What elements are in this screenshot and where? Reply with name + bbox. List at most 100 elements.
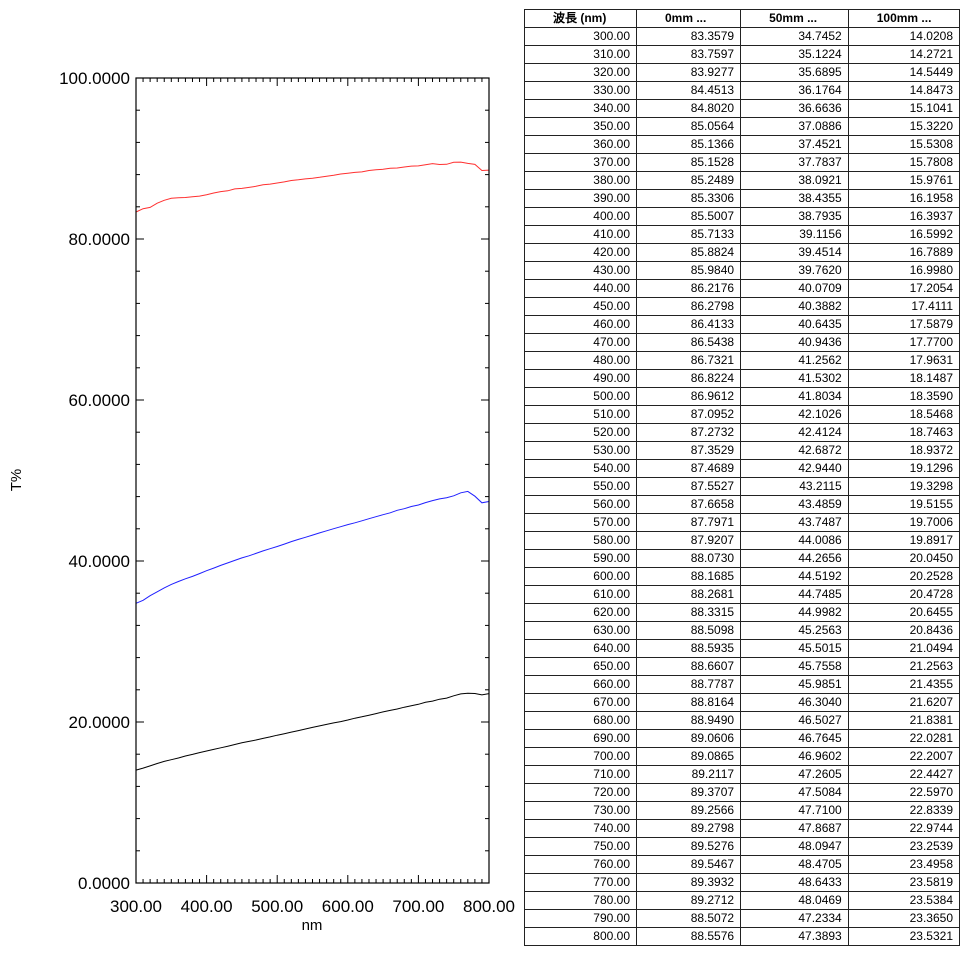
table-cell[interactable]: 660.00: [524, 675, 637, 694]
table-cell[interactable]: 16.7889: [847, 243, 960, 262]
table-cell[interactable]: 14.0208: [847, 27, 960, 46]
table-cell[interactable]: 43.4859: [740, 495, 849, 514]
table-cell[interactable]: 560.00: [524, 495, 637, 514]
table-cell[interactable]: 47.3893: [740, 927, 849, 946]
table-cell[interactable]: 85.2489: [635, 171, 742, 190]
table-cell[interactable]: 340.00: [524, 99, 637, 118]
table-cell[interactable]: 83.7597: [635, 45, 742, 64]
table-cell[interactable]: 87.3529: [635, 441, 742, 460]
table-cell[interactable]: 17.2054: [847, 279, 960, 298]
table-cell[interactable]: 17.4111: [847, 297, 960, 316]
table-cell[interactable]: 38.0921: [740, 171, 849, 190]
table-cell[interactable]: 360.00: [524, 135, 637, 154]
table-cell[interactable]: 21.2563: [847, 657, 960, 676]
table-cell[interactable]: 42.1026: [740, 405, 849, 424]
table-cell[interactable]: 420.00: [524, 243, 637, 262]
table-cell[interactable]: 19.1296: [847, 459, 960, 478]
table-cell[interactable]: 670.00: [524, 693, 637, 712]
table-cell[interactable]: 85.8824: [635, 243, 742, 262]
table-cell[interactable]: 23.5819: [847, 873, 960, 892]
table-cell[interactable]: 570.00: [524, 513, 637, 532]
table-cell[interactable]: 37.7837: [740, 153, 849, 172]
table-cell[interactable]: 460.00: [524, 315, 637, 334]
table-cell[interactable]: 650.00: [524, 657, 637, 676]
table-cell[interactable]: 86.5438: [635, 333, 742, 352]
table-cell[interactable]: 480.00: [524, 351, 637, 370]
table-cell[interactable]: 85.7133: [635, 225, 742, 244]
table-cell[interactable]: 40.0709: [740, 279, 849, 298]
table-cell[interactable]: 17.5879: [847, 315, 960, 334]
table-cell[interactable]: 20.6455: [847, 603, 960, 622]
table-cell[interactable]: 85.1366: [635, 135, 742, 154]
table-cell[interactable]: 530.00: [524, 441, 637, 460]
table-cell[interactable]: 640.00: [524, 639, 637, 658]
table-cell[interactable]: 35.1224: [740, 45, 849, 64]
table-cell[interactable]: 36.1764: [740, 81, 849, 100]
table-cell[interactable]: 15.1041: [847, 99, 960, 118]
table-cell[interactable]: 550.00: [524, 477, 637, 496]
table-cell[interactable]: 42.9440: [740, 459, 849, 478]
table-cell[interactable]: 87.7971: [635, 513, 742, 532]
table-cell[interactable]: 15.5308: [847, 135, 960, 154]
table-cell[interactable]: 19.7006: [847, 513, 960, 532]
table-cell[interactable]: 790.00: [524, 909, 637, 928]
table-cell[interactable]: 47.5084: [740, 783, 849, 802]
table-cell[interactable]: 88.6607: [635, 657, 742, 676]
table-cell[interactable]: 450.00: [524, 297, 637, 316]
table-cell[interactable]: 46.3040: [740, 693, 849, 712]
table-cell[interactable]: 85.1528: [635, 153, 742, 172]
table-cell[interactable]: 86.4133: [635, 315, 742, 334]
table-cell[interactable]: 22.4427: [847, 765, 960, 784]
table-cell[interactable]: 47.2334: [740, 909, 849, 928]
table-cell[interactable]: 44.2656: [740, 549, 849, 568]
table-cell[interactable]: 410.00: [524, 225, 637, 244]
table-cell[interactable]: 85.9840: [635, 261, 742, 280]
table-cell[interactable]: 770.00: [524, 873, 637, 892]
table-cell[interactable]: 85.3306: [635, 189, 742, 208]
table-cell[interactable]: 16.5992: [847, 225, 960, 244]
table-cell[interactable]: 710.00: [524, 765, 637, 784]
table-cell[interactable]: 16.9980: [847, 261, 960, 280]
table-cell[interactable]: 88.1685: [635, 567, 742, 586]
table-cell[interactable]: 86.8224: [635, 369, 742, 388]
table-cell[interactable]: 470.00: [524, 333, 637, 352]
table-cell[interactable]: 18.9372: [847, 441, 960, 460]
table-cell[interactable]: 370.00: [524, 153, 637, 172]
table-cell[interactable]: 48.0947: [740, 837, 849, 856]
table-cell[interactable]: 45.5015: [740, 639, 849, 658]
table-cell[interactable]: 510.00: [524, 405, 637, 424]
table-cell[interactable]: 89.3932: [635, 873, 742, 892]
table-cell[interactable]: 43.7487: [740, 513, 849, 532]
table-cell[interactable]: 88.9490: [635, 711, 742, 730]
table-cell[interactable]: 42.4124: [740, 423, 849, 442]
table-cell[interactable]: 21.8381: [847, 711, 960, 730]
table-cell[interactable]: 89.0865: [635, 747, 742, 766]
table-cell[interactable]: 41.5302: [740, 369, 849, 388]
table-cell[interactable]: 37.0886: [740, 117, 849, 136]
table-cell[interactable]: 580.00: [524, 531, 637, 550]
table-cell[interactable]: 590.00: [524, 549, 637, 568]
table-cell[interactable]: 15.3220: [847, 117, 960, 136]
table-cell[interactable]: 34.7452: [740, 27, 849, 46]
table-cell[interactable]: 23.2539: [847, 837, 960, 856]
table-cell[interactable]: 18.1487: [847, 369, 960, 388]
table-cell[interactable]: 19.5155: [847, 495, 960, 514]
table-cell[interactable]: 86.9612: [635, 387, 742, 406]
table-cell[interactable]: 300.00: [524, 27, 637, 46]
table-cell[interactable]: 48.0469: [740, 891, 849, 910]
table-cell[interactable]: 40.6435: [740, 315, 849, 334]
table-cell[interactable]: 89.5276: [635, 837, 742, 856]
table-cell[interactable]: 780.00: [524, 891, 637, 910]
table-cell[interactable]: 620.00: [524, 603, 637, 622]
table-cell[interactable]: 87.4689: [635, 459, 742, 478]
table-cell[interactable]: 16.3937: [847, 207, 960, 226]
table-cell[interactable]: 20.0450: [847, 549, 960, 568]
table-cell[interactable]: 520.00: [524, 423, 637, 442]
header-wavelength[interactable]: 波長 (nm): [524, 9, 637, 28]
table-cell[interactable]: 18.5468: [847, 405, 960, 424]
table-cell[interactable]: 35.6895: [740, 63, 849, 82]
table-cell[interactable]: 20.2528: [847, 567, 960, 586]
table-cell[interactable]: 22.0281: [847, 729, 960, 748]
table-cell[interactable]: 47.2605: [740, 765, 849, 784]
table-cell[interactable]: 89.2117: [635, 765, 742, 784]
